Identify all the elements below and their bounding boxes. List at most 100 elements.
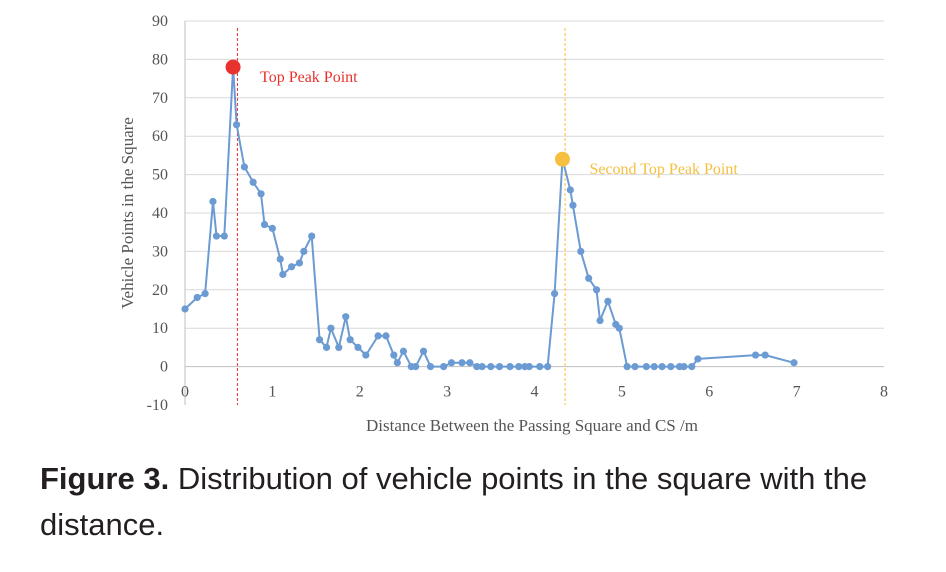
x-tick-label: 8 xyxy=(880,384,888,401)
data-point xyxy=(694,355,702,363)
x-axis-label: Distance Between the Passing Square and … xyxy=(366,416,698,435)
caption-text: Distribution of vehicle points in the sq… xyxy=(40,461,868,542)
data-series xyxy=(181,63,798,371)
data-point xyxy=(315,336,324,344)
data-point xyxy=(515,363,523,371)
data-point xyxy=(412,363,420,371)
line-chart: -10 0 10 20 30 40 50 60 70 80 90 0 1 2 3 4 5 6 7 8 Top Pea… xyxy=(118,13,888,435)
data-point xyxy=(761,351,769,359)
data-point xyxy=(374,332,382,340)
data-point xyxy=(201,290,209,298)
data-point xyxy=(623,363,631,371)
y-tick-label: 80 xyxy=(152,51,168,68)
data-point xyxy=(287,263,296,271)
data-point xyxy=(335,343,343,351)
y-axis-label: Vehicle Points in the Square xyxy=(118,117,137,309)
y-tick-label: 90 xyxy=(152,13,168,30)
gridlines xyxy=(184,20,884,405)
data-point xyxy=(399,347,408,355)
data-point xyxy=(268,224,276,232)
y-tick-labels: -10 0 10 20 30 40 50 60 70 80 90 xyxy=(147,13,168,414)
data-point xyxy=(279,270,287,279)
caption-label: Figure 3. xyxy=(40,461,170,496)
y-tick-label: 30 xyxy=(152,243,168,260)
data-point xyxy=(631,363,639,371)
data-point xyxy=(478,363,486,371)
figure-caption: Figure 3. Distribution of vehicle points… xyxy=(40,456,920,548)
data-point xyxy=(354,343,362,351)
data-point xyxy=(426,363,435,371)
data-point xyxy=(346,336,354,344)
peak-markers: Top Peak Point Second Top Peak Point xyxy=(225,59,738,178)
data-point xyxy=(458,359,466,367)
data-point xyxy=(249,178,257,186)
data-point xyxy=(220,232,228,240)
data-point xyxy=(232,121,241,129)
data-point xyxy=(566,186,574,194)
data-point xyxy=(577,247,585,255)
data-point xyxy=(688,363,696,371)
y-tick-label: 20 xyxy=(152,282,168,299)
data-point xyxy=(550,290,559,298)
data-point xyxy=(327,324,335,332)
x-tick-label: 1 xyxy=(268,384,276,401)
y-tick-label: 60 xyxy=(152,128,168,145)
data-point xyxy=(257,190,265,198)
data-point xyxy=(382,332,390,340)
data-point xyxy=(419,347,428,355)
data-point xyxy=(295,259,304,267)
y-tick-label: 70 xyxy=(152,90,168,107)
data-point xyxy=(751,351,760,359)
data-point xyxy=(592,286,601,294)
data-point xyxy=(596,316,604,325)
x-tick-label: 7 xyxy=(793,384,801,401)
data-point xyxy=(544,363,552,371)
data-point xyxy=(525,363,533,371)
data-point xyxy=(276,255,284,263)
y-tick-label: 0 xyxy=(160,359,168,376)
x-tick-label: 6 xyxy=(705,384,713,401)
y-tick-label: 10 xyxy=(152,320,168,337)
data-point xyxy=(658,363,666,371)
data-point xyxy=(193,293,201,302)
data-point xyxy=(240,163,249,171)
data-point xyxy=(393,359,401,367)
x-tick-label: 5 xyxy=(618,384,626,401)
data-point xyxy=(209,197,217,206)
data-point xyxy=(569,201,577,209)
data-point xyxy=(585,274,593,282)
peak-reference-lines xyxy=(236,28,566,405)
y-tick-label: 40 xyxy=(152,205,168,222)
peak-label: Second Top Peak Point xyxy=(589,161,738,178)
data-point xyxy=(322,343,331,351)
data-point xyxy=(487,363,495,371)
peak-marker xyxy=(225,59,241,75)
data-point xyxy=(181,305,189,313)
series-line xyxy=(184,66,795,368)
data-point xyxy=(390,351,398,359)
data-point xyxy=(790,359,798,367)
data-point xyxy=(642,363,650,371)
data-point xyxy=(506,363,514,371)
data-point xyxy=(342,313,350,321)
data-point xyxy=(300,247,308,255)
data-point xyxy=(466,359,474,367)
data-point xyxy=(604,297,612,305)
data-point xyxy=(650,363,658,371)
data-point xyxy=(362,351,370,359)
y-tick-label: -10 xyxy=(147,397,168,414)
x-tick-label: 2 xyxy=(356,384,364,401)
data-point xyxy=(308,232,316,240)
x-tick-labels: 0 1 2 3 4 5 6 7 8 xyxy=(181,384,888,401)
peak-label: Top Peak Point xyxy=(260,69,358,86)
x-tick-label: 0 xyxy=(181,384,189,401)
data-point xyxy=(447,359,456,367)
data-point xyxy=(260,220,269,229)
data-point xyxy=(667,363,675,371)
data-point xyxy=(212,232,221,240)
data-point xyxy=(536,363,544,371)
x-tick-label: 4 xyxy=(531,384,539,401)
data-point xyxy=(473,363,481,371)
data-point xyxy=(495,363,504,371)
data-point xyxy=(680,363,688,371)
